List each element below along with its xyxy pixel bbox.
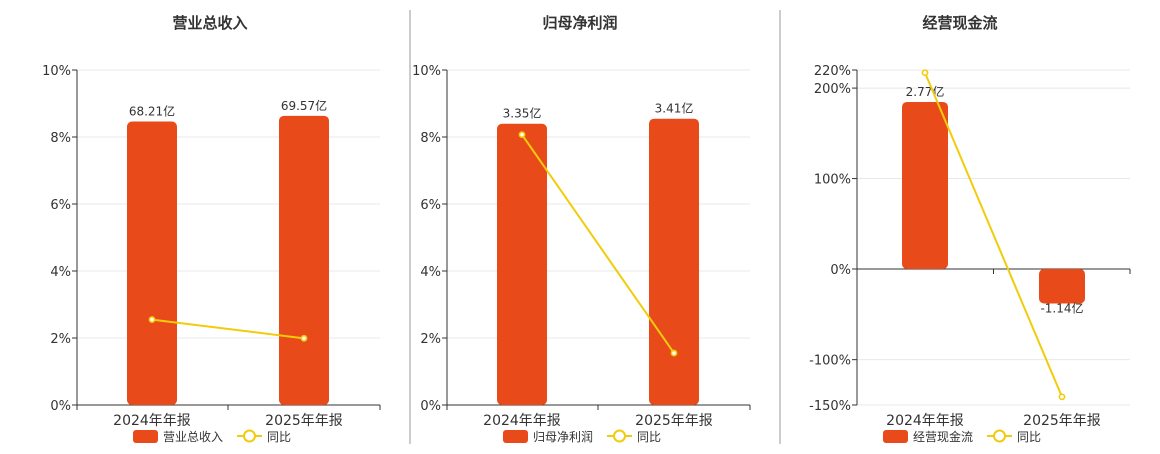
yoy-point xyxy=(300,334,308,342)
y-tick-label: -150% xyxy=(809,399,851,414)
y-tick-label: 2% xyxy=(420,332,441,347)
bar xyxy=(649,118,699,405)
yoy-line xyxy=(521,134,675,354)
y-tick-label: 6% xyxy=(50,198,71,213)
legend-label-yoy: 同比 xyxy=(637,430,661,444)
legend-label-yoy: 同比 xyxy=(1017,430,1041,444)
chart-title: 营业总收入 xyxy=(172,14,247,32)
yoy-point xyxy=(670,349,678,357)
y-tick-label: 8% xyxy=(420,131,441,146)
legend-yoy-marker-icon xyxy=(613,429,626,443)
bar-data-label: 3.35亿 xyxy=(503,106,542,121)
bar xyxy=(279,115,329,405)
y-tick-label: 220% xyxy=(814,64,851,79)
x-tick-label: 2025年年报 xyxy=(265,413,343,429)
yoy-line xyxy=(924,72,1063,398)
bar xyxy=(902,101,948,270)
x-tick-label: 2024年年报 xyxy=(113,413,191,429)
chart-panel-1: 营业总收入 0% 2% 4% 6% 8% 10% 68.21亿 69.57亿 2024年年报 202… xyxy=(42,14,381,444)
bar xyxy=(497,123,547,405)
y-tick-label: 200% xyxy=(814,82,851,97)
yoy-point xyxy=(921,69,929,77)
rounded-rect-icon xyxy=(133,430,158,443)
y-tick-label: 8% xyxy=(50,131,71,146)
legend-label-yoy: 同比 xyxy=(267,430,291,444)
bar xyxy=(127,121,177,406)
rounded-rect-icon xyxy=(503,430,528,443)
y-tick-label: 100% xyxy=(814,173,851,188)
legend-yoy-marker-icon xyxy=(243,429,256,443)
y-tick-label: 0% xyxy=(830,263,851,278)
legend-label-bar: 营业总收入 xyxy=(163,430,223,444)
y-tick-label: -100% xyxy=(809,354,851,369)
rounded-rect-icon xyxy=(883,430,908,443)
legend-yoy-marker-icon xyxy=(993,429,1006,443)
bar xyxy=(1039,269,1085,304)
y-tick-label: 2% xyxy=(50,332,71,347)
legend-label-bar: 经营现金流 xyxy=(913,429,973,444)
bar-data-label: 2.77亿 xyxy=(906,84,945,99)
bar-data-label: 69.57亿 xyxy=(281,98,327,113)
yoy-point xyxy=(518,131,526,139)
yoy-line xyxy=(151,318,305,340)
y-tick-label: 10% xyxy=(412,64,441,79)
y-tick-label: 10% xyxy=(42,64,71,79)
y-tick-label: 4% xyxy=(420,265,441,280)
yoy-point xyxy=(1058,393,1066,401)
yoy-point xyxy=(148,316,156,323)
x-tick-label: 2025年年报 xyxy=(1023,413,1101,429)
legend-label-bar: 归母净利润 xyxy=(533,430,593,444)
x-tick-label: 2024年年报 xyxy=(886,413,964,429)
bar-data-label: -1.14亿 xyxy=(1040,300,1083,315)
x-tick-label: 2025年年报 xyxy=(635,413,713,429)
chart-title: 经营现金流 xyxy=(922,14,997,32)
chart-panel-2: 归母净利润 0% 2% 4% 6% 8% 10% 3.35亿 3.41亿 2024年年报 2025年… xyxy=(412,14,751,444)
chart-title: 归母净利润 xyxy=(542,14,617,32)
y-tick-label: 0% xyxy=(50,399,71,414)
chart-panel-3: 经营现金流 -150% -100% 0% 100% 200% 220% 2.77亿 -1.14亿… xyxy=(809,14,1131,444)
x-tick-label: 2024年年报 xyxy=(483,413,561,429)
bar-data-label: 3.41亿 xyxy=(655,101,694,116)
y-tick-label: 6% xyxy=(420,198,441,213)
y-tick-label: 4% xyxy=(50,265,71,280)
bar-data-label: 68.21亿 xyxy=(129,103,175,118)
y-tick-label: 0% xyxy=(420,399,441,414)
